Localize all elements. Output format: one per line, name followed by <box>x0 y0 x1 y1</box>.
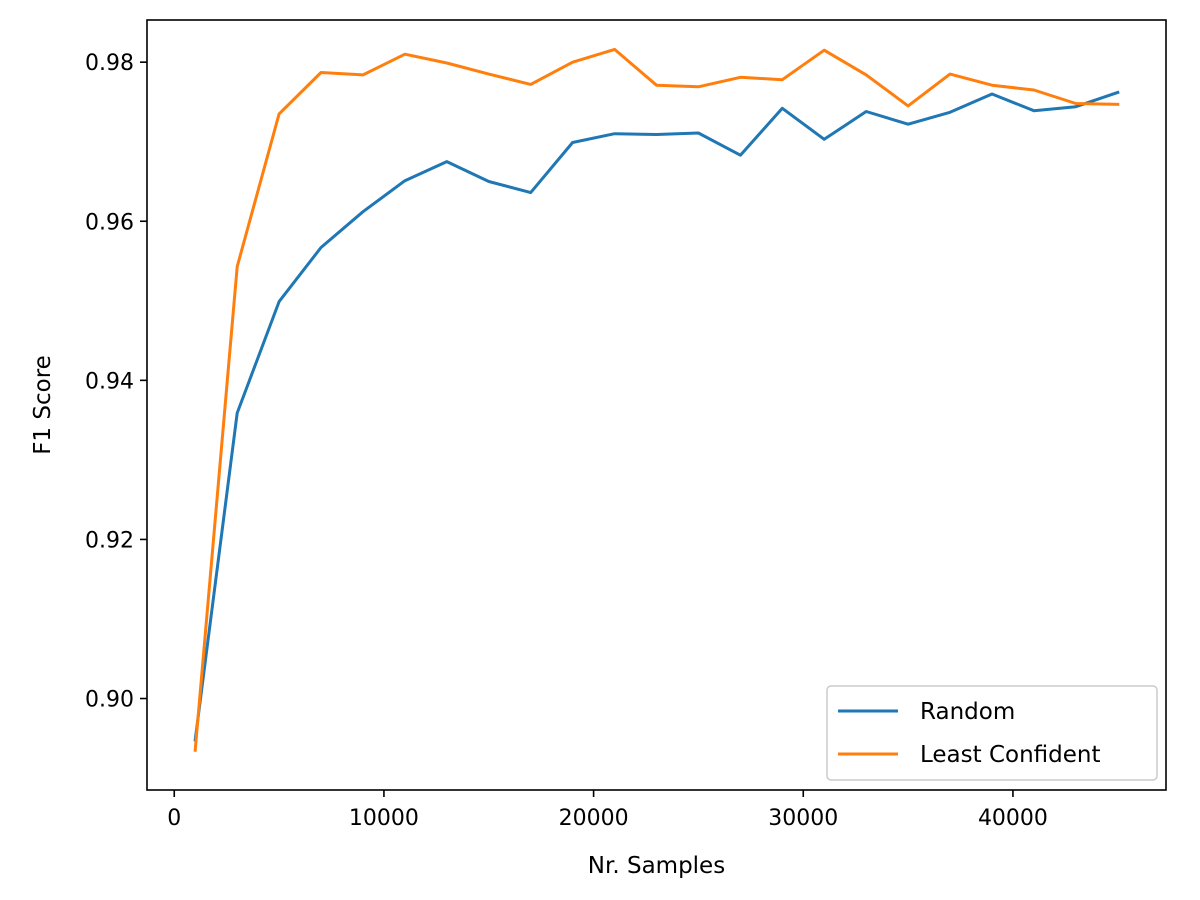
legend: Random Least Confident <box>826 685 1158 781</box>
y-axis-label: F1 Score <box>30 355 56 455</box>
legend-label-1: Least Confident <box>920 742 1101 768</box>
series-layer <box>193 47 1120 752</box>
x-tick-label: 40000 <box>978 806 1048 831</box>
legend-box <box>826 685 1158 781</box>
series-line-1 <box>193 47 1120 752</box>
x-axis: 0 10000 20000 30000 40000 <box>167 790 1048 831</box>
x-tick-label: 20000 <box>559 806 629 831</box>
plot-frame <box>146 19 1167 791</box>
legend-label-0: Random <box>920 699 1015 725</box>
y-tick-label: 0.98 <box>85 51 134 76</box>
x-tick-label: 30000 <box>768 806 838 831</box>
x-axis-label: Nr. Samples <box>588 853 725 879</box>
y-tick-label: 0.90 <box>85 688 134 713</box>
series-line-0 <box>193 90 1120 742</box>
x-tick-label: 10000 <box>349 806 419 831</box>
y-tick-label: 0.92 <box>85 528 134 553</box>
y-tick-label: 0.96 <box>85 210 134 235</box>
x-tick-label: 0 <box>167 806 181 831</box>
y-axis: 0.90 0.92 0.94 0.96 0.98 <box>85 51 147 713</box>
y-tick-label: 0.94 <box>85 369 134 394</box>
